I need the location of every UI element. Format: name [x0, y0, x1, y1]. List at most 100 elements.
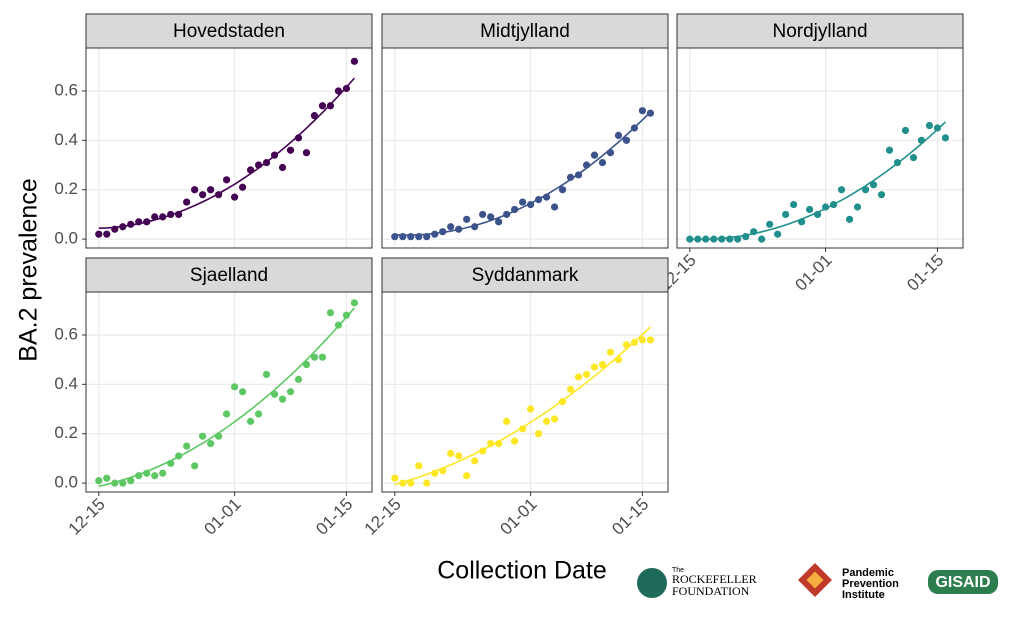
y-tick-label: 0.4: [54, 130, 78, 149]
data-point: [199, 191, 207, 199]
data-point: [455, 225, 463, 233]
data-point: [183, 198, 191, 206]
strip-title: Nordjylland: [772, 21, 867, 42]
data-point: [574, 171, 583, 179]
data-point: [342, 311, 351, 319]
data-point: [774, 230, 782, 238]
data-point: [742, 233, 750, 241]
data-point: [590, 151, 599, 159]
data-point: [534, 430, 543, 438]
panel-background: [86, 292, 372, 492]
data-point: [750, 228, 758, 236]
x-tick-label: 12-15: [361, 495, 405, 539]
data-point: [439, 467, 447, 475]
y-tick-label: 0.0: [54, 229, 78, 248]
data-point: [350, 57, 359, 65]
data-point: [566, 385, 575, 393]
data-point: [853, 203, 862, 211]
data-point: [869, 181, 878, 189]
x-tick-label: 01-01: [200, 495, 244, 539]
strip-title: Hovedstaden: [173, 21, 285, 42]
data-point: [829, 200, 838, 209]
data-point: [622, 341, 631, 349]
data-point: [318, 102, 327, 110]
data-point: [111, 479, 119, 487]
data-point: [790, 200, 798, 209]
data-point: [342, 84, 351, 93]
panel: Sjaelland 0.0 0.2 0.4 0.6 12-15 01-01 01-15: [54, 257, 373, 539]
data-point: [215, 432, 223, 440]
data-point: [630, 124, 639, 132]
data-point: [183, 442, 191, 450]
data-point: [286, 388, 295, 396]
y-tick-label: 0.0: [54, 473, 78, 492]
data-point: [814, 210, 822, 219]
data-point: [415, 462, 423, 470]
data-point: [495, 440, 503, 448]
data-point: [734, 235, 742, 243]
strip-title: Syddanmark: [472, 265, 579, 286]
data-point: [901, 126, 910, 135]
data-point: [909, 154, 918, 162]
data-point: [550, 415, 559, 423]
data-point: [270, 151, 279, 159]
data-point: [487, 213, 495, 221]
data-point: [127, 220, 135, 228]
data-point: [798, 218, 806, 226]
data-point: [614, 131, 623, 140]
data-point: [710, 235, 718, 243]
data-point: [215, 191, 223, 199]
data-point: [159, 469, 167, 477]
data-point: [350, 299, 359, 307]
data-point: [917, 136, 926, 144]
panel-background: [382, 292, 668, 492]
data-point: [135, 472, 143, 480]
data-point: [718, 235, 726, 243]
data-point: [503, 417, 511, 425]
data-point: [399, 233, 407, 241]
data-point: [566, 173, 575, 181]
data-point: [638, 336, 647, 344]
data-point: [103, 474, 111, 482]
data-point: [614, 356, 623, 364]
data-point: [463, 472, 471, 480]
data-point: [558, 398, 567, 406]
data-point: [95, 477, 103, 485]
x-tick-label: 01-15: [903, 251, 947, 295]
data-point: [431, 469, 439, 477]
data-point: [334, 321, 343, 329]
data-point: [175, 210, 183, 219]
data-point: [238, 183, 247, 191]
logo-text: The: [672, 567, 684, 574]
data-point: [479, 210, 487, 219]
data-point: [230, 193, 239, 201]
data-point: [302, 149, 311, 157]
data-point: [278, 395, 287, 403]
strip: [85, 13, 373, 49]
data-point: [519, 198, 527, 206]
data-point: [519, 425, 527, 433]
data-point: [270, 390, 279, 398]
data-point: [191, 186, 199, 194]
logo-text: Prevention: [842, 578, 899, 590]
data-point: [526, 200, 535, 209]
strip: [381, 13, 669, 49]
data-point: [151, 213, 159, 221]
panel: Midtjylland: [381, 13, 669, 249]
data-point: [407, 479, 415, 487]
data-point: [318, 353, 327, 361]
data-point: [933, 124, 942, 132]
data-point: [463, 215, 471, 223]
data-point: [191, 462, 199, 470]
data-point: [135, 218, 143, 226]
data-point: [582, 161, 591, 169]
data-point: [238, 388, 247, 396]
data-point: [119, 223, 127, 231]
data-point: [294, 134, 303, 142]
logo-rockefeller: The ROCKEFELLER FOUNDATION: [637, 567, 757, 598]
x-tick-label: 01-15: [608, 495, 652, 539]
x-tick-label: 01-01: [791, 251, 835, 295]
data-point: [941, 134, 950, 142]
